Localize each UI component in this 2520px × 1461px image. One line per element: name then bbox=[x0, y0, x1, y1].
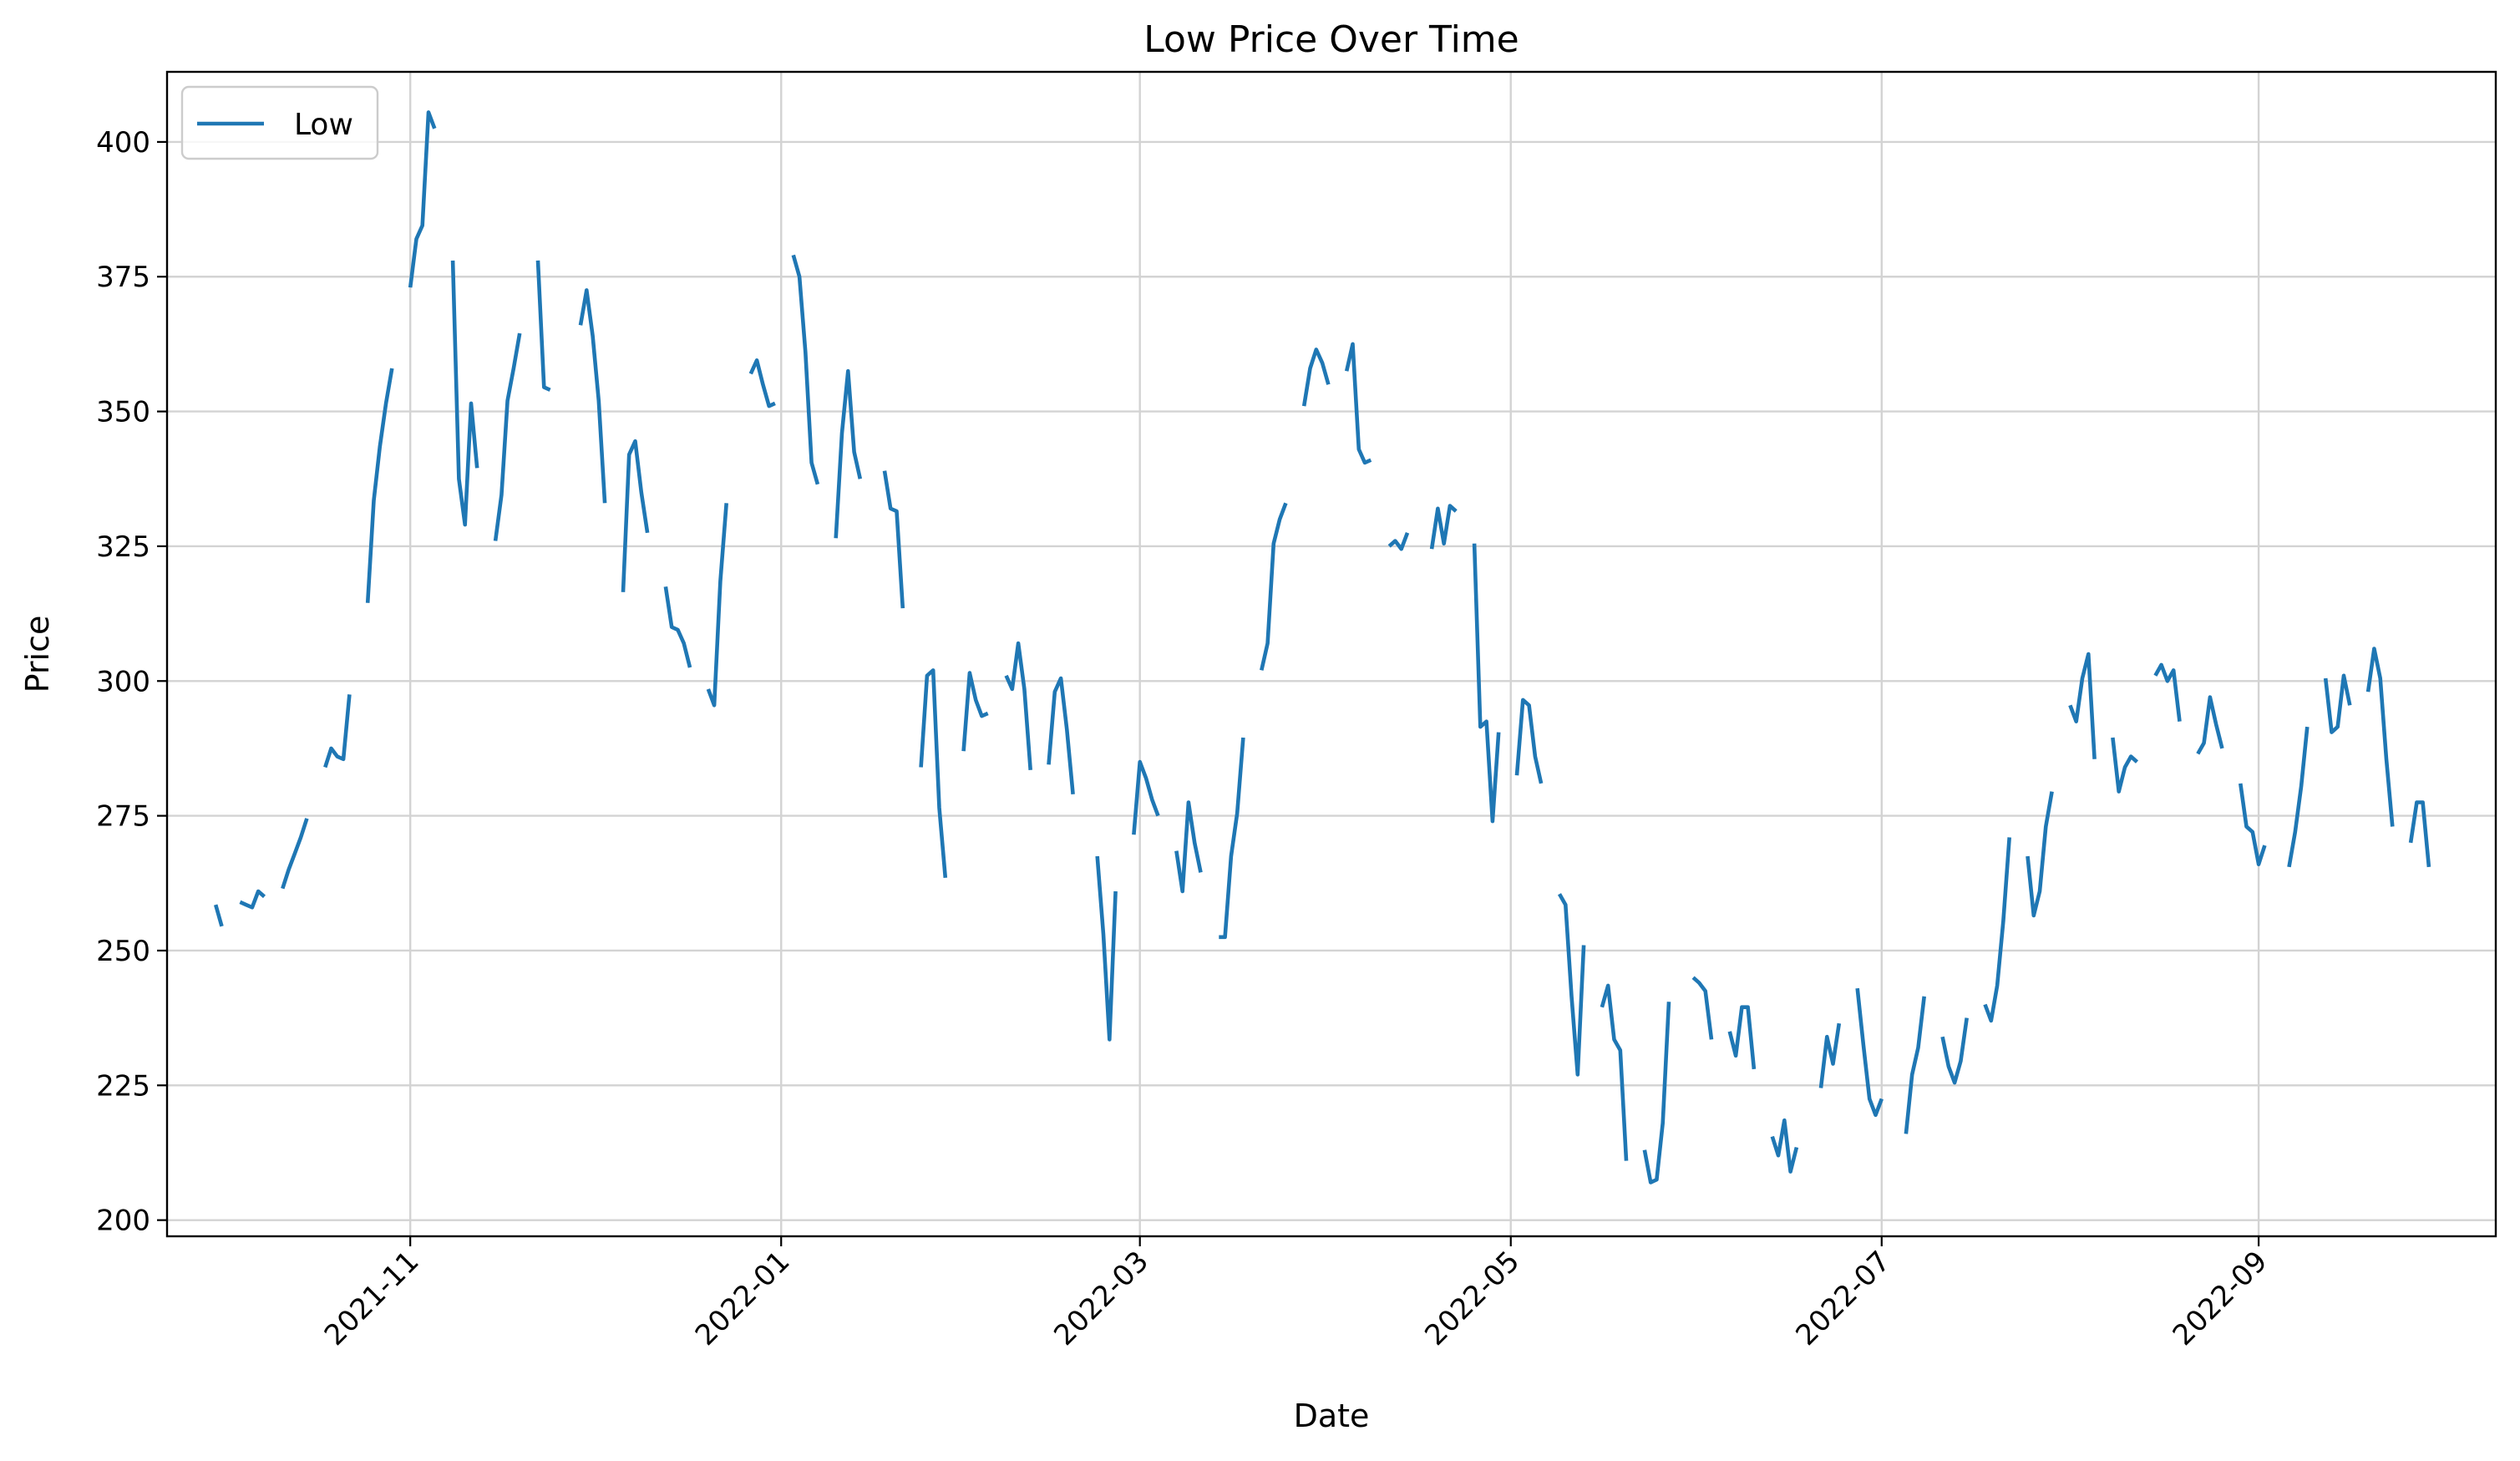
series-line-segment bbox=[1514, 698, 1544, 784]
legend: Low bbox=[180, 85, 379, 160]
series-line-segment bbox=[239, 889, 266, 910]
series-line-segment bbox=[1047, 676, 1075, 795]
series-line-segment bbox=[1174, 800, 1203, 894]
series-line-segment bbox=[1727, 1005, 1757, 1070]
series-line-segment bbox=[1301, 347, 1331, 407]
series-line-segment bbox=[748, 358, 776, 408]
series-line-segment bbox=[1855, 987, 1884, 1118]
series-line-segment bbox=[1472, 543, 1501, 824]
series-line-segment bbox=[2323, 673, 2352, 734]
series-line-segment bbox=[365, 368, 394, 603]
series-line-segment bbox=[621, 439, 650, 592]
y-tick-label: 200 bbox=[96, 1205, 150, 1238]
series-line-segment bbox=[1818, 1022, 1842, 1088]
series-line-segment bbox=[1219, 737, 1245, 940]
y-tick-label: 275 bbox=[96, 800, 150, 834]
series-line-segment bbox=[2239, 783, 2267, 866]
series-line-segment bbox=[1691, 976, 1714, 1040]
series-line-segment bbox=[323, 694, 352, 769]
y-tick-label: 250 bbox=[96, 935, 150, 968]
series-line-segment bbox=[1387, 531, 1410, 551]
series-layer bbox=[213, 110, 2431, 1185]
series-line-segment bbox=[1904, 996, 1926, 1134]
series-line-segment bbox=[213, 904, 224, 927]
y-tick-label: 400 bbox=[96, 126, 150, 160]
series-line-segment bbox=[961, 671, 989, 752]
series-line-segment bbox=[834, 368, 863, 539]
y-tick-label: 325 bbox=[96, 530, 150, 564]
series-line-segment bbox=[1004, 641, 1032, 770]
y-tick-label: 375 bbox=[96, 261, 150, 294]
plot-frame bbox=[165, 70, 2497, 1238]
series-line-segment bbox=[2365, 647, 2395, 827]
series-line-segment bbox=[2408, 800, 2431, 868]
y-tick-label: 225 bbox=[96, 1069, 150, 1103]
series-line-segment bbox=[1344, 342, 1372, 465]
series-line-segment bbox=[706, 503, 728, 708]
series-line-segment bbox=[1095, 855, 1118, 1042]
y-axis-label: Price bbox=[19, 616, 56, 693]
x-axis-label: Date bbox=[1294, 1398, 1370, 1434]
series-line-segment bbox=[1260, 502, 1288, 671]
y-tick-label: 350 bbox=[96, 396, 150, 429]
series-line-segment bbox=[663, 586, 692, 668]
series-line-segment bbox=[1429, 504, 1458, 550]
legend-label-low: Low bbox=[294, 108, 353, 142]
series-line-segment bbox=[2111, 737, 2139, 794]
series-line-segment bbox=[791, 254, 820, 485]
series-line-segment bbox=[535, 260, 551, 392]
series-line-segment bbox=[919, 668, 948, 878]
series-line-segment bbox=[2196, 695, 2224, 755]
series-line-segment bbox=[281, 818, 309, 890]
series-line-segment bbox=[1557, 893, 1586, 1077]
series-line-segment bbox=[1940, 1017, 1969, 1085]
chart-title: Low Price Over Time bbox=[1143, 18, 1519, 61]
series-line-segment bbox=[2026, 791, 2054, 918]
series-line-segment bbox=[1600, 983, 1629, 1161]
series-line-segment bbox=[2287, 726, 2310, 868]
y-tick-label: 300 bbox=[96, 665, 150, 698]
series-line-segment bbox=[408, 110, 437, 288]
series-line-segment bbox=[1770, 1118, 1799, 1174]
series-line-segment bbox=[1132, 759, 1160, 835]
series-line-segment bbox=[2068, 652, 2097, 759]
series-line-segment bbox=[450, 260, 479, 527]
series-line-segment bbox=[1642, 1002, 1671, 1185]
legend-box bbox=[180, 85, 379, 160]
series-line-segment bbox=[2153, 662, 2182, 722]
series-line-segment bbox=[493, 332, 522, 541]
series-line-segment bbox=[578, 288, 607, 504]
series-line-segment bbox=[1983, 837, 2011, 1023]
grid-lines bbox=[167, 72, 2496, 1236]
series-line-segment bbox=[882, 470, 905, 609]
